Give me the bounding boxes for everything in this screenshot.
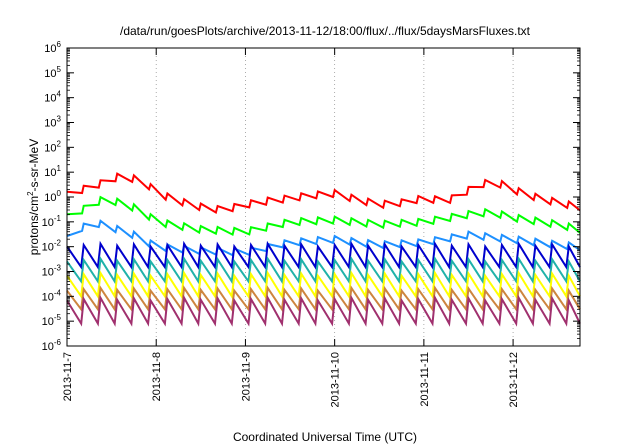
y-axis-label-rest: -s-sr-MeV bbox=[27, 139, 41, 192]
y-tick-label: 102 bbox=[44, 139, 61, 154]
y-tick-label: 106 bbox=[44, 40, 61, 55]
y-tick-label: 10-5 bbox=[42, 313, 62, 328]
series-line-0 bbox=[66, 172, 581, 215]
series-line-1 bbox=[66, 195, 581, 237]
series-lines bbox=[66, 172, 581, 327]
y-tick-label: 10-4 bbox=[42, 288, 62, 303]
y-tick-label: 104 bbox=[44, 90, 61, 105]
y-tick-label: 105 bbox=[44, 65, 61, 80]
x-tick-label: 2013-11-11 bbox=[419, 352, 431, 407]
x-tick-label: 2013-11-9 bbox=[240, 352, 252, 401]
series-line-5 bbox=[66, 269, 581, 300]
y-tick-label: 10-3 bbox=[42, 264, 62, 279]
x-tick-label: 2013-11-8 bbox=[151, 352, 163, 401]
y-tick-label: 103 bbox=[44, 115, 61, 130]
y-tick-label: 101 bbox=[44, 164, 61, 179]
chart-title: /data/run/goesPlots/archive/2013-11-12/1… bbox=[120, 24, 531, 38]
series-line-7 bbox=[66, 294, 581, 327]
y-tick-label: 10-2 bbox=[42, 239, 62, 254]
y-axis-label-main: protons/cm bbox=[27, 196, 41, 255]
y-tick-label: 10-6 bbox=[42, 338, 62, 353]
series-line-2 bbox=[66, 219, 581, 257]
series-line-6 bbox=[66, 285, 581, 313]
x-tick-label: 2013-11-10 bbox=[330, 352, 342, 407]
y-axis-label-sup: 2 bbox=[26, 191, 35, 196]
x-axis-label: Coordinated Universal Time (UTC) bbox=[233, 430, 417, 444]
y-tick-label: 100 bbox=[44, 189, 61, 204]
y-axis-label: protons/cm2-s-sr-MeV bbox=[26, 139, 41, 255]
series-line-4 bbox=[66, 255, 581, 285]
x-axis-ticks: 2013-11-7 2013-11-8 2013-11-9 2013-11-10 201… bbox=[62, 48, 520, 407]
x-tick-label: 2013-11-7 bbox=[62, 352, 74, 401]
x-tick-label: 2013-11-12 bbox=[508, 352, 520, 407]
y-tick-label: 10-1 bbox=[42, 214, 62, 229]
series-line-3 bbox=[66, 240, 581, 271]
y-axis-ticks: 10-6 10-5 10-4 10-3 10-2 10-1 100 101 102 103 104 1… bbox=[42, 40, 580, 353]
